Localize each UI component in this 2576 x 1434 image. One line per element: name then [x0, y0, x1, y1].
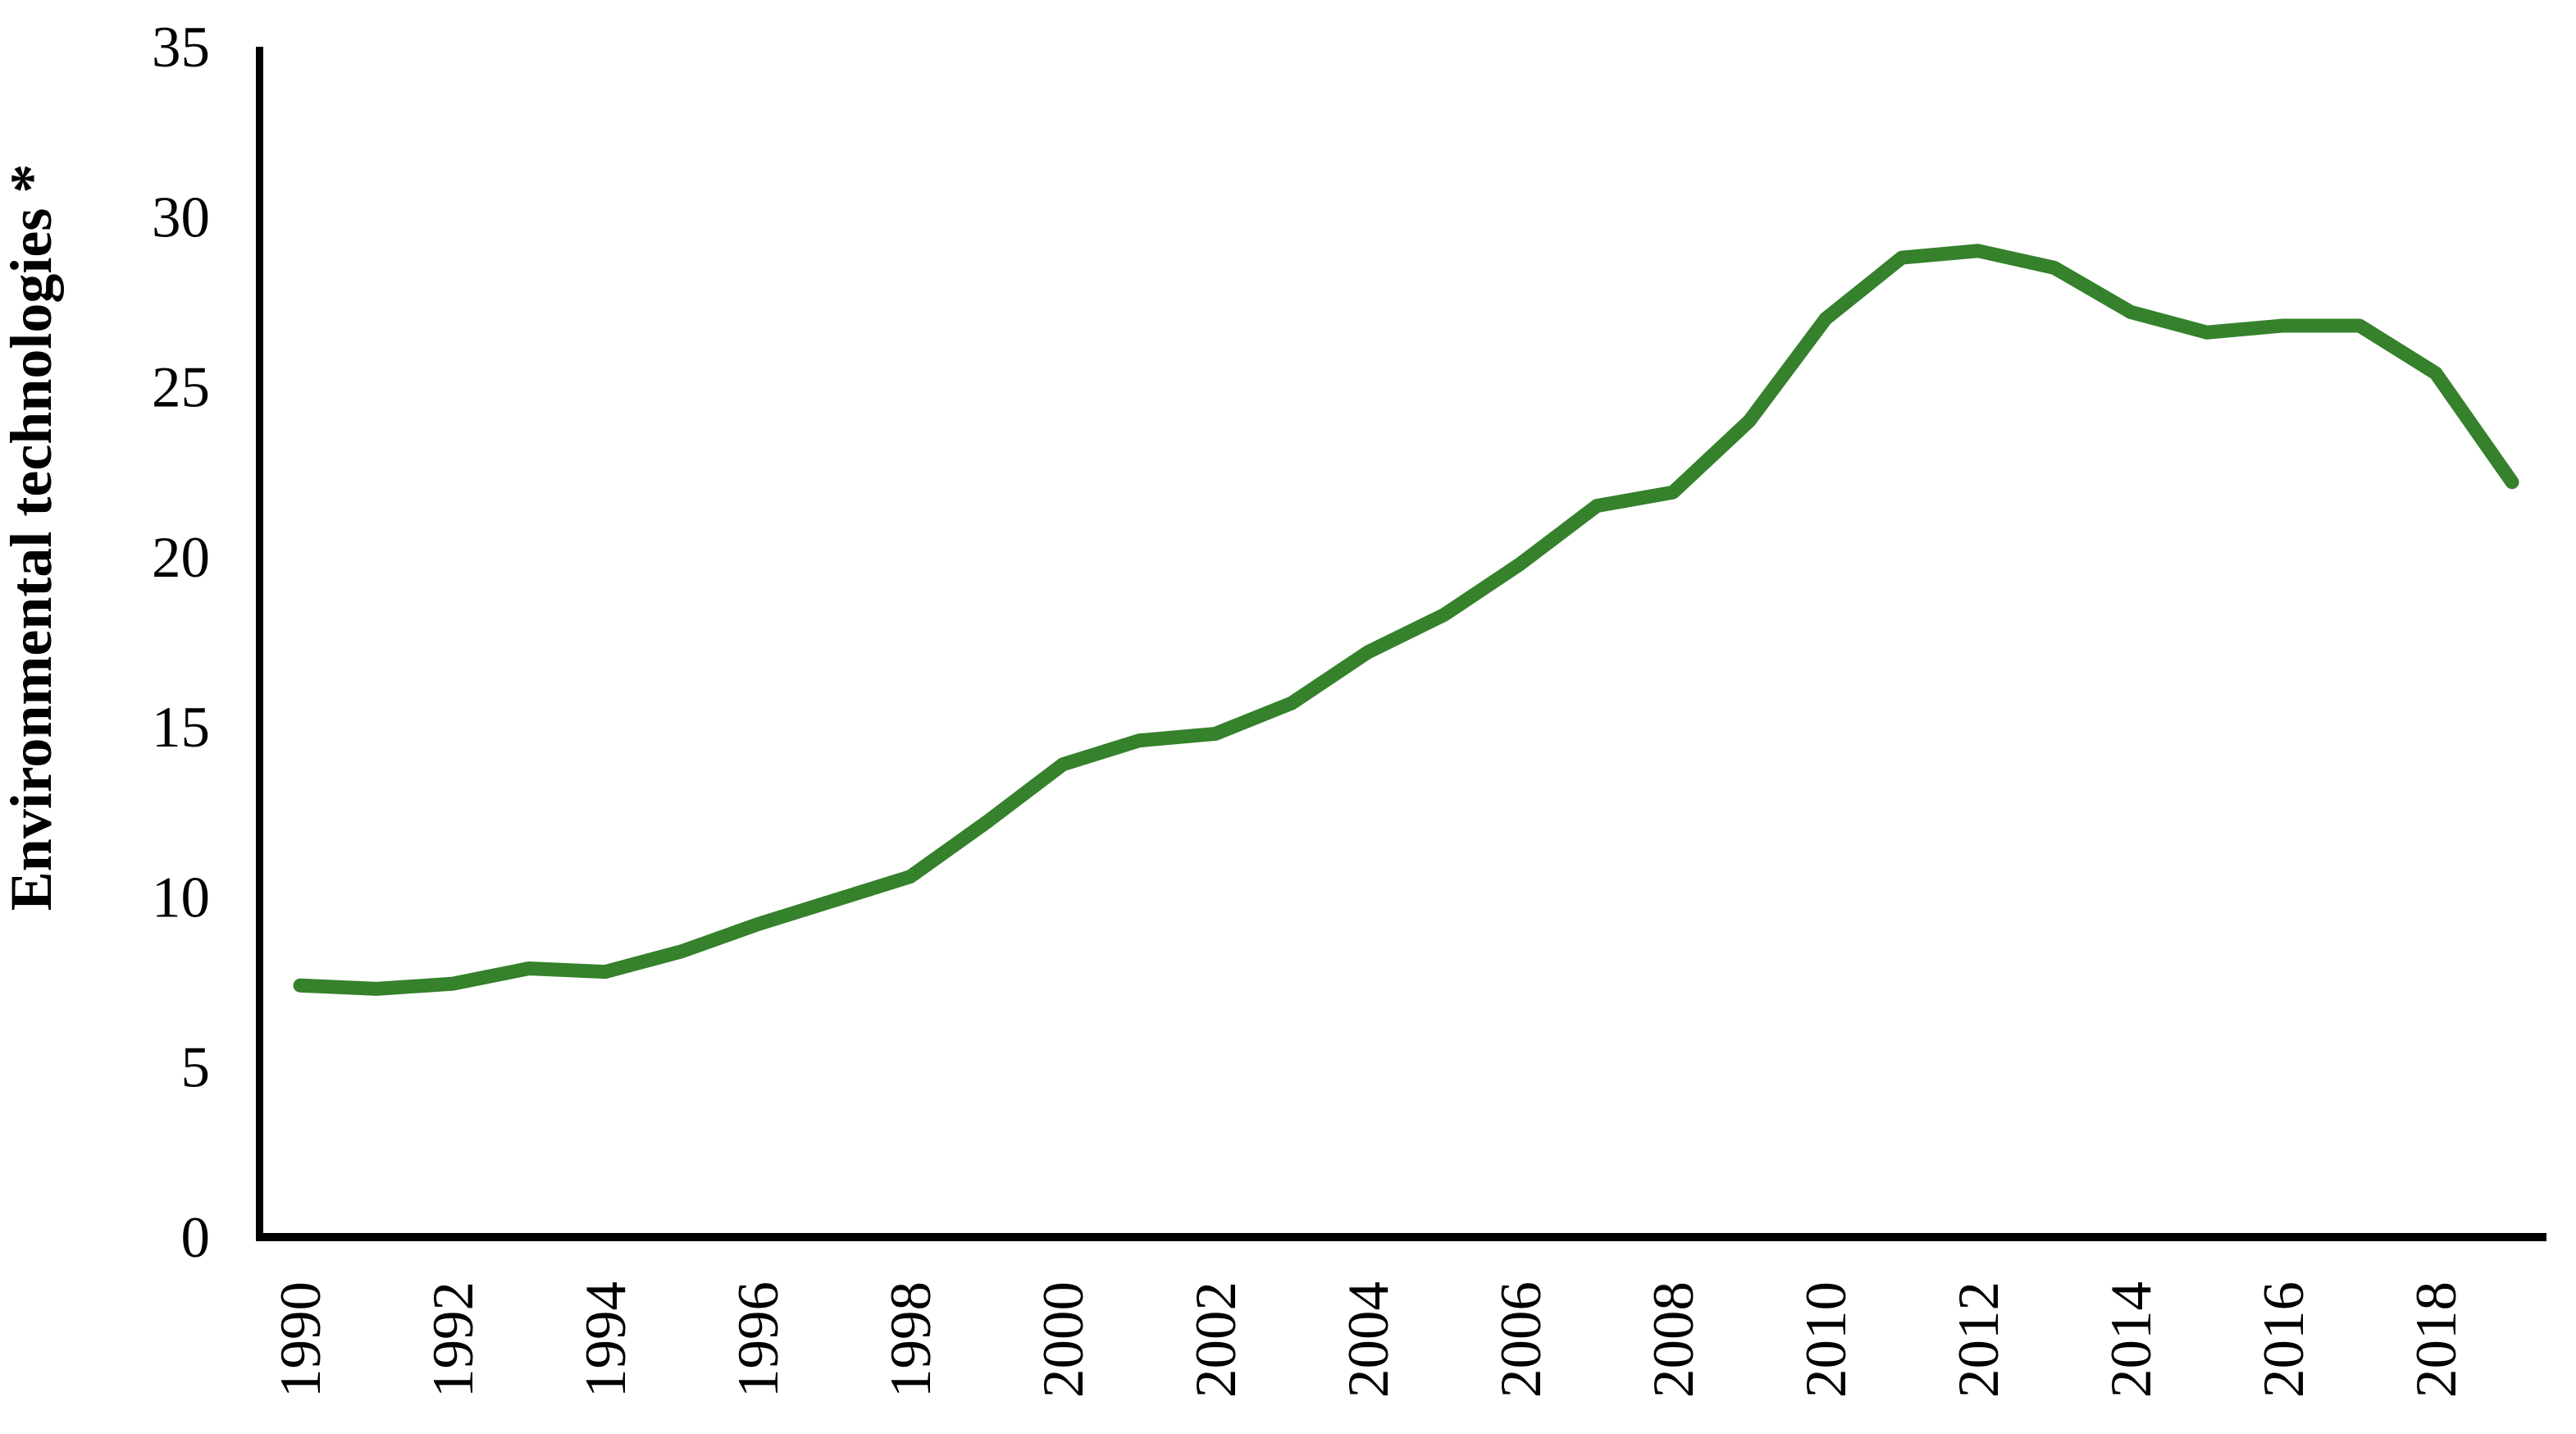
x-tick-label: 2000	[1032, 1281, 1096, 1398]
x-axis-tick-labels: 1990 1992 1994 1996 1998 2000 2002 2004 2006 2008…	[269, 1281, 2469, 1398]
x-tick-label: 2004	[1337, 1281, 1401, 1398]
x-tick-label: 2008	[1642, 1281, 1706, 1398]
y-tick-label: 35	[152, 16, 210, 80]
x-tick-label: 2016	[2252, 1281, 2316, 1398]
y-axis-tick-labels: 0 5 10 15 20 25 30 35	[152, 16, 210, 1270]
y-axis-title: Environmental technologies *	[0, 164, 64, 911]
x-axis-line	[256, 1233, 2546, 1241]
x-tick-label: 1996	[727, 1281, 791, 1398]
y-tick-label: 30	[152, 185, 210, 249]
x-tick-label: 2002	[1184, 1281, 1248, 1398]
y-tick-label: 10	[152, 865, 210, 929]
y-tick-label: 25	[152, 356, 210, 420]
data-line-environmental-technologies	[293, 244, 2519, 996]
y-tick-label: 0	[181, 1206, 211, 1270]
x-tick-label: 1990	[269, 1281, 333, 1398]
x-tick-label: 2018	[2405, 1281, 2469, 1398]
x-tick-label: 2010	[1794, 1281, 1858, 1398]
y-tick-label: 15	[152, 696, 210, 760]
y-tick-label: 5	[181, 1036, 211, 1100]
x-tick-label: 1994	[574, 1281, 638, 1398]
y-axis-line	[256, 47, 263, 1241]
x-tick-label: 2012	[1947, 1281, 2011, 1398]
y-tick-label: 20	[152, 526, 210, 590]
x-tick-label: 2006	[1489, 1281, 1553, 1398]
x-tick-label: 1992	[422, 1281, 486, 1398]
x-tick-label: 1998	[879, 1281, 943, 1398]
x-tick-label: 2014	[2100, 1281, 2163, 1398]
